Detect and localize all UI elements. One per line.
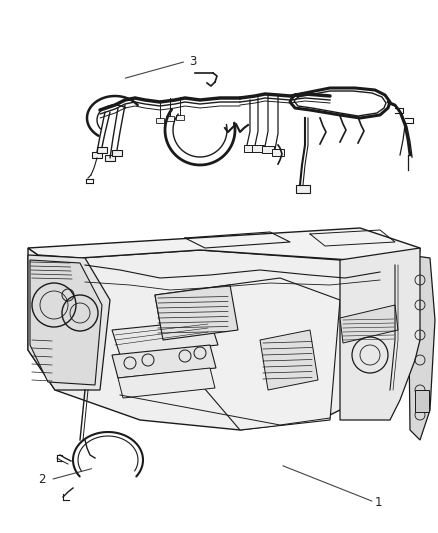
Text: 3: 3 <box>189 55 196 68</box>
Bar <box>272 149 284 156</box>
Polygon shape <box>28 228 420 262</box>
Polygon shape <box>408 255 435 440</box>
Polygon shape <box>112 345 216 378</box>
Polygon shape <box>28 255 110 390</box>
Bar <box>252 146 264 152</box>
Polygon shape <box>340 305 398 343</box>
Bar <box>296 185 310 193</box>
Bar <box>112 150 122 156</box>
Bar <box>156 118 164 123</box>
Bar <box>105 155 115 161</box>
Bar <box>166 116 174 121</box>
Polygon shape <box>155 278 340 430</box>
Polygon shape <box>340 248 420 420</box>
Bar <box>415 390 429 412</box>
Polygon shape <box>155 285 238 340</box>
Text: 2: 2 <box>38 473 46 486</box>
Bar <box>176 115 184 120</box>
Bar <box>244 145 256 152</box>
Polygon shape <box>28 248 420 430</box>
Bar <box>97 147 107 153</box>
Polygon shape <box>260 330 318 390</box>
Polygon shape <box>112 320 218 355</box>
Text: 1: 1 <box>375 496 383 508</box>
Bar <box>262 147 274 154</box>
Polygon shape <box>118 368 215 398</box>
Bar <box>92 152 102 158</box>
Polygon shape <box>30 260 102 385</box>
